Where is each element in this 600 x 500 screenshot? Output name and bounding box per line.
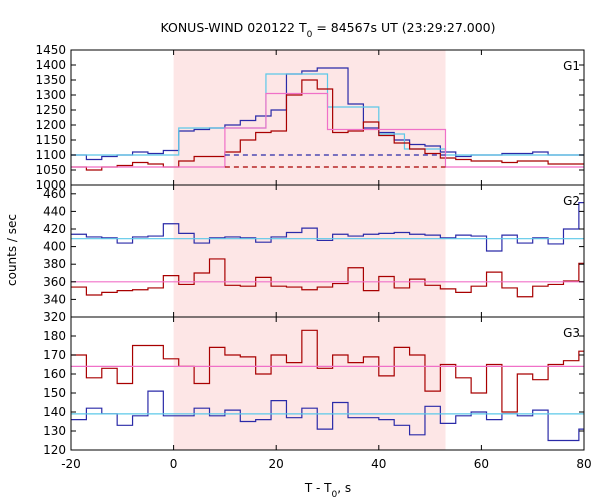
y-tick-label: 140: [43, 405, 66, 419]
y-tick-label: 400: [43, 240, 66, 254]
y-tick-label: 1050: [35, 163, 66, 177]
series-group: [71, 202, 584, 298]
panel-g2: 320 340 360 380 400 420 440 460 G2: [43, 184, 585, 324]
x-tick-label: 60: [474, 457, 489, 471]
y-tick-label: 1200: [35, 118, 66, 132]
y-tick-label: 380: [43, 257, 66, 271]
y-tick-label: 340: [43, 292, 66, 306]
series-red-2: [71, 329, 584, 413]
shaded-interval: [173, 317, 446, 450]
x-tick-label: 20: [269, 457, 284, 471]
y-tick-label: 440: [43, 204, 66, 218]
panel-frame: [70, 316, 585, 451]
y-tick-label: 420: [43, 222, 66, 236]
chart-title: KONUS-WIND 020122 T0 = 84567s UT (23:29:…: [160, 20, 495, 40]
series-cyan-1: [71, 73, 584, 156]
series-pink-3: [71, 92, 584, 168]
y-tick-label: 1350: [35, 73, 66, 87]
y-tick-label: 130: [43, 424, 66, 438]
shaded-interval: [173, 185, 446, 317]
panel-name-label: G2: [563, 194, 580, 208]
y-tick-label: 150: [43, 386, 66, 400]
y-tick-label: 180: [43, 329, 66, 343]
series-group: [71, 67, 584, 171]
y-tick-label: 1400: [35, 58, 66, 72]
x-tick-label: 40: [371, 457, 386, 471]
y-tick-label: 170: [43, 348, 66, 362]
y-tick-label: 1000: [35, 178, 66, 192]
y-tick-label: 1100: [35, 148, 66, 162]
panel-name-label: G3: [563, 326, 580, 340]
shaded-interval: [173, 50, 446, 185]
x-tick-label: 0: [170, 457, 178, 471]
y-tick-label: 1450: [35, 43, 66, 57]
y-tick-label: 1150: [35, 133, 66, 147]
x-axis-label: T - T0, s: [304, 481, 351, 500]
series-red-2: [71, 79, 584, 171]
series-group: [71, 329, 584, 442]
x-tick-label: 80: [576, 457, 591, 471]
series-blue-0: [71, 202, 584, 252]
y-tick-label: 460: [43, 187, 66, 201]
y-tick-label: 320: [43, 310, 66, 324]
y-tick-label: 1250: [35, 103, 66, 117]
y-tick-label: 1300: [35, 88, 66, 102]
panel-g1: 1000105011001150120012501300135014001450…: [35, 43, 585, 192]
panel-g3: 120 130 140 150 160 170 180 G3: [43, 316, 585, 457]
x-tick-label: -20: [61, 457, 81, 471]
y-tick-label: 360: [43, 275, 66, 289]
series-blue-0: [71, 390, 584, 442]
y-tick-label: 160: [43, 367, 66, 381]
panels-group: 1000105011001150120012501300135014001450…: [35, 43, 591, 471]
y-axis-label: counts / sec: [5, 214, 19, 286]
y-tick-label: 120: [43, 443, 66, 457]
series-red-2: [71, 258, 584, 298]
panel-name-label: G1: [563, 59, 580, 73]
